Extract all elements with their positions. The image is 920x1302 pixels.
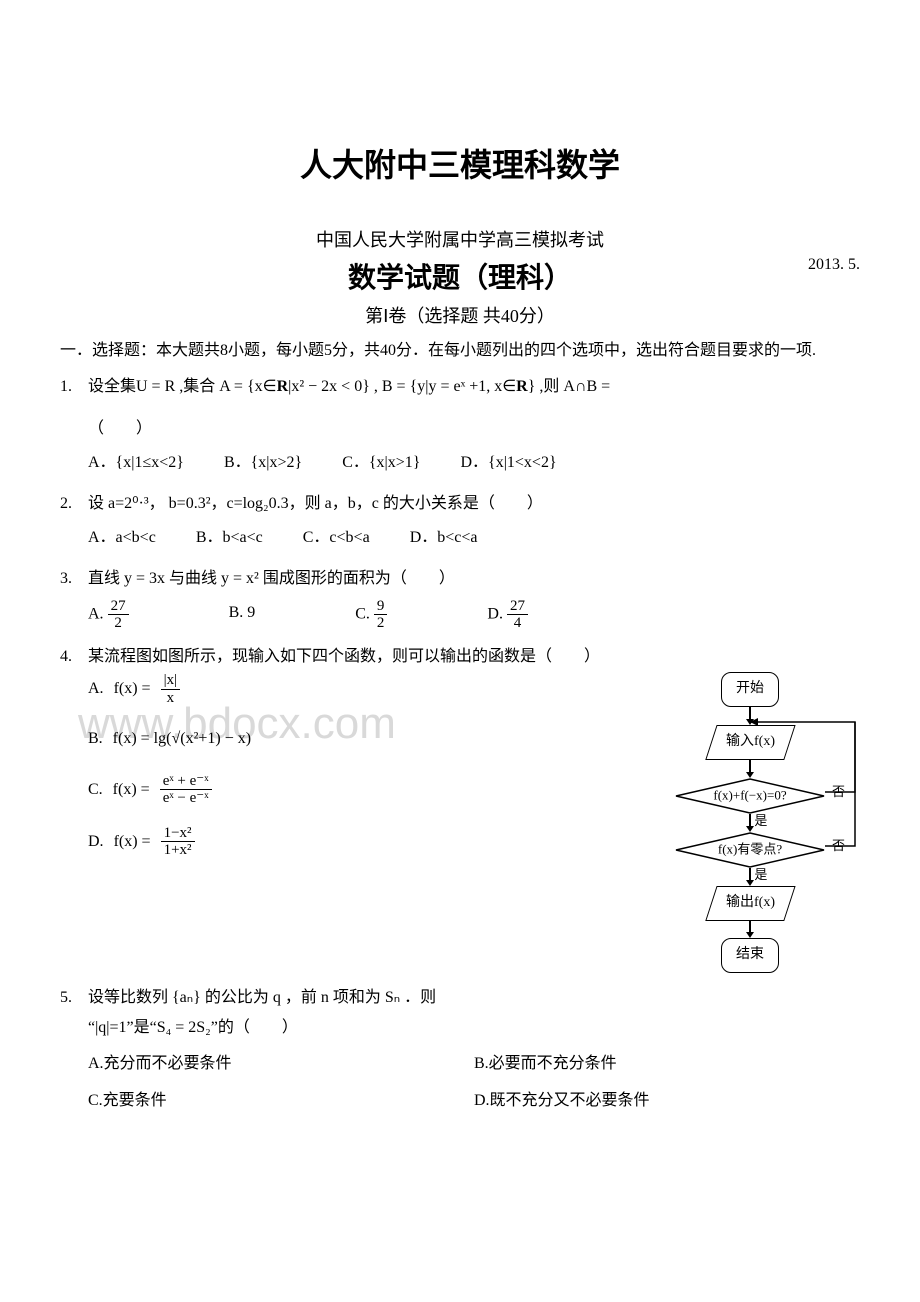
q3-a-den: 2	[108, 615, 129, 632]
fc-output: 输出f(x)	[705, 886, 795, 921]
q3-c-label: C.	[355, 606, 370, 623]
q4-option-c: C. f(x) = eˣ + e⁻ˣeˣ − e⁻ˣ	[88, 773, 620, 807]
q2-stem: 设 a=2⁰·³， b=0.3²，c=log₂0.3，则 a，b，c 的大小关系…	[88, 495, 543, 512]
q3-d-label: D.	[487, 606, 503, 623]
q5-stem2: “|q|=1”是“S₄ = 2S₂”的（ ）	[88, 1019, 298, 1036]
flowchart: 开始 输入f(x) f(x)+f(−x)=0? 否 是 f(x)有零点? 否	[640, 672, 860, 972]
q4-c-den: eˣ − e⁻ˣ	[160, 790, 212, 807]
q2-options: A．a<b<c B．b<a<c C．c<b<a D．b<c<a	[88, 523, 860, 553]
exam-date: 2013. 5.	[808, 256, 860, 274]
q2-option-b: B．b<a<c	[196, 523, 263, 553]
q4-stem: 某流程图如图所示，现输入如下四个函数，则可以输出的函数是（ ）	[88, 648, 600, 665]
q3-option-a: A. 272	[88, 598, 129, 632]
q2-number: 2.	[60, 489, 72, 519]
q5-option-a: A.充分而不必要条件	[88, 1049, 474, 1079]
instruction: 一．选择题：本大题共8小题，每小题5分，共40分．在每小题列出的四个选项中，选出…	[60, 338, 860, 364]
fc-start: 开始	[721, 672, 779, 707]
q4-c-num: eˣ + e⁻ˣ	[160, 773, 212, 791]
q4-option-d: D. f(x) = 1−x²1+x²	[88, 825, 620, 859]
q1-stem-a: 设全集U = R ,集合 A = {x∈	[88, 378, 277, 395]
fc-no2: 否	[832, 834, 845, 859]
q5-option-d: D.既不充分又不必要条件	[474, 1086, 860, 1116]
q3-options: A. 272 B. 9 C. 92 D. 274	[88, 598, 860, 632]
q5-number: 5.	[60, 983, 72, 1013]
q3-a-num: 27	[108, 598, 129, 616]
q4-a-label: A.	[88, 674, 104, 704]
q3-number: 3.	[60, 564, 72, 594]
question-2: 2. 设 a=2⁰·³， b=0.3²，c=log₂0.3，则 a，b，c 的大…	[60, 489, 860, 554]
q3-d-num: 27	[507, 598, 528, 616]
q1-options: A．{x|1≤x<2} B．{x|x>2} C．{x|x>1} D．{x|1<x…	[88, 448, 860, 478]
exam-title: 数学试题（理科）	[348, 256, 572, 296]
q5-options: A.充分而不必要条件 B.必要而不充分条件 C.充要条件 D.既不充分又不必要条…	[88, 1049, 860, 1122]
q1-paren: （ ）	[88, 414, 860, 444]
q3-c-den: 2	[374, 615, 388, 632]
q4-b-label: B.	[88, 724, 103, 754]
q4-option-b: B. f(x) = lg(√(x²+1) − x)	[88, 724, 620, 754]
q5-option-c: C.充要条件	[88, 1086, 474, 1116]
q2-option-c: C．c<b<a	[303, 523, 370, 553]
q3-option-c: C. 92	[355, 598, 387, 632]
question-4: 4. 某流程图如图所示，现输入如下四个函数，则可以输出的函数是（ ） www.b…	[60, 642, 860, 973]
q4-b-expr: f(x) = lg(√(x²+1) − x)	[113, 724, 251, 754]
q4-a-den: x	[161, 690, 181, 707]
exam-title-row: 数学试题（理科） 2013. 5.	[60, 256, 860, 296]
q3-a-label: A.	[88, 606, 104, 623]
q1-stem-c: } ,则 A∩B =	[528, 378, 611, 395]
q4-number: 4.	[60, 642, 72, 672]
question-5: 5. 设等比数列 {aₙ} 的公比为 q ，前 n 项和为 Sₙ ．则 “|q|…	[60, 983, 860, 1123]
q5-stem1: 设等比数列 {aₙ} 的公比为 q ，前 n 项和为 Sₙ ．则	[88, 989, 436, 1006]
q2-option-a: A．a<b<c	[88, 523, 156, 553]
q4-c-lhs: f(x) =	[113, 775, 150, 805]
exam-header: 中国人民大学附属中学高三模拟考试	[60, 226, 860, 252]
q1-option-a: A．{x|1≤x<2}	[88, 448, 184, 478]
q1-number: 1.	[60, 372, 72, 402]
q4-options: www.bdocx.com A. f(x) = |x|x B. f(x) = l…	[88, 672, 620, 972]
fc-end: 结束	[721, 938, 779, 973]
fc-input: 输入f(x)	[705, 725, 795, 760]
q5-option-b: B.必要而不充分条件	[474, 1049, 860, 1079]
q3-stem: 直线 y = 3x 与曲线 y = x² 围成图形的面积为（ ）	[88, 570, 455, 587]
fc-no1: 否	[832, 780, 845, 805]
section-header: 第Ⅰ卷（选择题 共40分）	[60, 302, 860, 328]
q1-option-d: D．{x|1<x<2}	[460, 448, 556, 478]
q3-c-num: 9	[374, 598, 388, 616]
fc-yes1: 是	[754, 814, 767, 827]
q4-a-lhs: f(x) =	[114, 674, 151, 704]
q4-d-lhs: f(x) =	[114, 827, 151, 857]
q3-option-d: D. 274	[487, 598, 528, 632]
q1-option-b: B．{x|x>2}	[224, 448, 302, 478]
q1-option-c: C．{x|x>1}	[342, 448, 420, 478]
exam-content: 中国人民大学附属中学高三模拟考试 数学试题（理科） 2013. 5. 第Ⅰ卷（选…	[60, 226, 860, 1122]
q4-d-label: D.	[88, 827, 104, 857]
q2-option-d: D．b<c<a	[410, 523, 478, 553]
q4-c-label: C.	[88, 775, 103, 805]
fc-cond1: f(x)+f(−x)=0? 否	[675, 778, 825, 814]
q4-a-num: |x|	[161, 672, 181, 690]
question-1: 1. 设全集U = R ,集合 A = {x∈R|x² − 2x < 0} , …	[60, 372, 860, 479]
fc-cond2: f(x)有零点? 否	[675, 832, 825, 868]
q1-stem-b: |x² − 2x < 0} , B = {y|y = eˣ +1, x∈	[288, 378, 516, 395]
q4-d-den: 1+x²	[161, 842, 195, 859]
question-3: 3. 直线 y = 3x 与曲线 y = x² 围成图形的面积为（ ） A. 2…	[60, 564, 860, 632]
q4-d-num: 1−x²	[161, 825, 195, 843]
q3-option-b: B. 9	[229, 598, 256, 632]
fc-yes2: 是	[754, 868, 767, 881]
q4-option-a: A. f(x) = |x|x	[88, 672, 620, 706]
page-title: 人大附中三模理科数学	[60, 140, 860, 186]
q3-d-den: 4	[507, 615, 528, 632]
